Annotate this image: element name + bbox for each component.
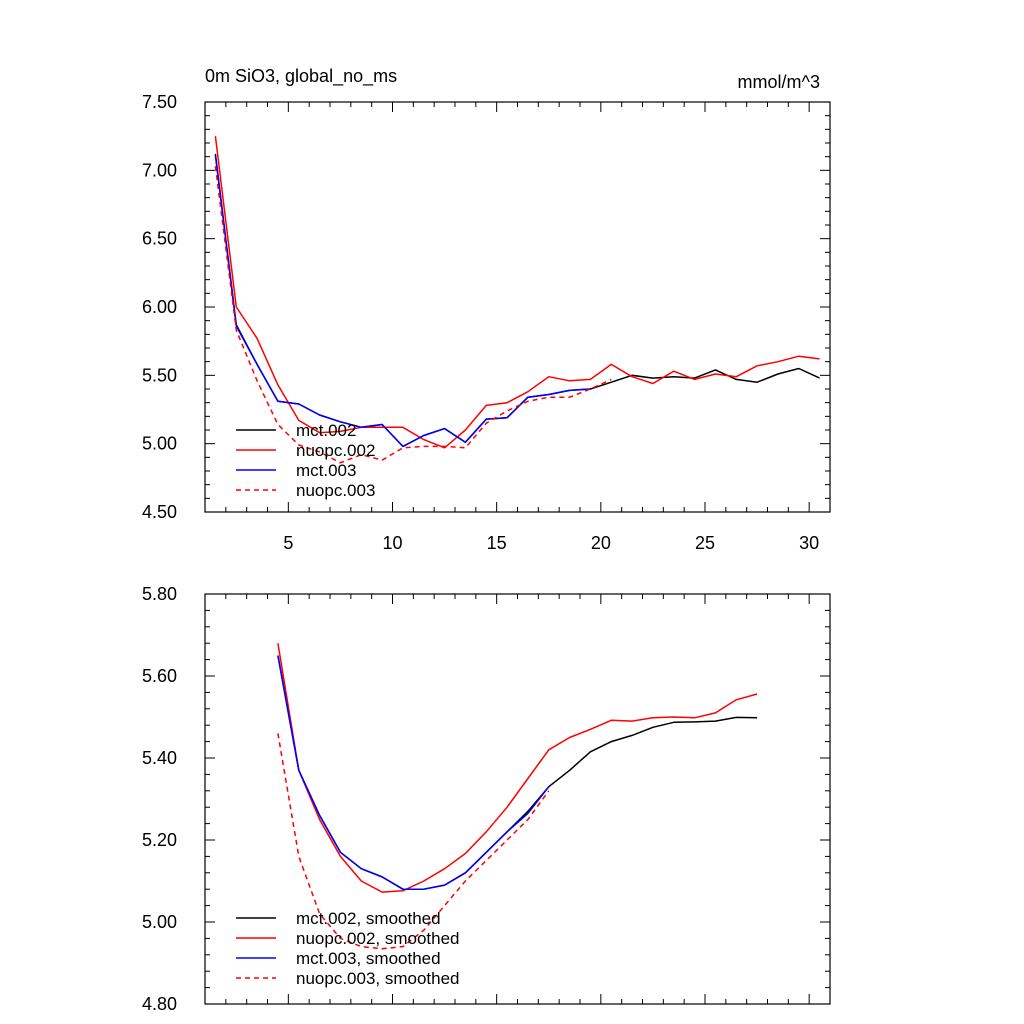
tick-labels: 4.80 5.00 5.20 5.40 5.60 5.80: [142, 584, 177, 1014]
legend-label: mct.002: [296, 421, 356, 440]
y-tick-label: 6.50: [142, 229, 177, 249]
y-tick-label: 5.00: [142, 912, 177, 932]
y-tick-label: 5.50: [142, 365, 177, 385]
legend-label: mct.003: [296, 461, 356, 480]
series-line-mct-003: [214, 155, 591, 448]
series-line-nuopc-003: [214, 166, 612, 464]
y-tick-label: 5.80: [142, 584, 177, 604]
y-tick-label: 5.00: [142, 434, 177, 454]
y-tick-label: 4.50: [142, 502, 177, 522]
legend-label: nuopc.002, smoothed: [296, 929, 460, 948]
x-tick-label: 5: [283, 533, 293, 553]
axis-ticks: [204, 101, 831, 513]
legend-label: mct.002, smoothed: [296, 909, 441, 928]
units-label: mmol/m^3: [738, 72, 820, 92]
top-panel: 0m SiO3, global_no_ms mmol/m^3 5 10 15 20 25…: [142, 66, 831, 553]
y-tick-label: 5.40: [142, 748, 177, 768]
chart-title: 0m SiO3, global_no_ms: [205, 66, 397, 87]
series-layer: [277, 643, 758, 950]
series-layer: [214, 136, 820, 464]
x-tick-label: 10: [382, 533, 402, 553]
legend-label: mct.003, smoothed: [296, 949, 441, 968]
legend-label: nuopc.002: [296, 441, 375, 460]
x-tick-label: 20: [591, 533, 611, 553]
y-tick-label: 5.20: [142, 830, 177, 850]
x-tick-label: 15: [487, 533, 507, 553]
y-tick-label: 4.80: [142, 994, 177, 1014]
x-tick-label: 30: [799, 533, 819, 553]
y-tick-label: 7.00: [142, 160, 177, 180]
bottom-panel: 4.80 5.00 5.20 5.40 5.60 5.80 mct.002, smooth…: [142, 584, 831, 1014]
series-line-mct-003-smoothed: [277, 655, 550, 890]
series-line-nuopc-003-smoothed: [277, 733, 550, 950]
axis-ticks: [204, 593, 831, 1005]
series-line-nuopc-002-smoothed: [277, 643, 758, 893]
y-tick-label: 6.00: [142, 297, 177, 317]
legend-label: nuopc.003: [296, 481, 375, 500]
y-tick-label: 5.60: [142, 666, 177, 686]
legend-label: nuopc.003, smoothed: [296, 969, 460, 988]
tick-labels: 5 10 15 20 25 30 4.50 5.00 5.50 6.00 6.50 7.00 7.50: [142, 92, 819, 553]
y-tick-label: 7.50: [142, 92, 177, 112]
series-line-nuopc-002: [214, 136, 820, 449]
x-tick-label: 25: [695, 533, 715, 553]
